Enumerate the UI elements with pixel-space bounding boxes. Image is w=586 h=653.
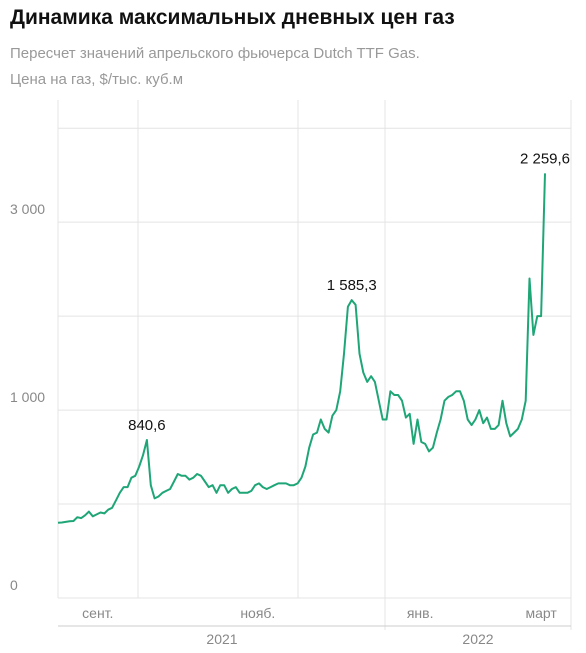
price-line bbox=[57, 173, 546, 524]
x-tick-label: нояб. bbox=[240, 605, 275, 621]
x-tick-label: март bbox=[525, 605, 557, 621]
year-label: 2022 bbox=[462, 631, 493, 647]
y-tick-label: 0 bbox=[10, 577, 18, 593]
subtitle: Пересчет значений апрельского фьючерса D… bbox=[10, 45, 420, 62]
y-tick-label: 3 000 bbox=[10, 201, 45, 217]
chart-title: Динамика максимальных дневных цен газ bbox=[10, 6, 455, 29]
subtitle: Цена на газ, $/тыс. куб.м bbox=[10, 71, 183, 88]
value-label: 1 585,3 bbox=[327, 277, 377, 294]
x-tick-label: сент. bbox=[82, 605, 113, 621]
x-tick-label: янв. bbox=[407, 605, 434, 621]
y-tick-label: 1 000 bbox=[10, 389, 45, 405]
value-label: 2 259,6 bbox=[520, 150, 570, 167]
value-label: 840,6 bbox=[128, 417, 166, 434]
year-label: 2021 bbox=[206, 631, 237, 647]
